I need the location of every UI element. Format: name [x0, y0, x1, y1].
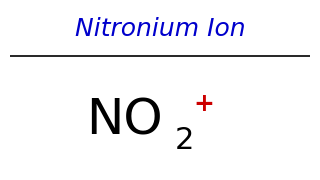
Text: +: +: [194, 92, 214, 116]
Text: 2: 2: [174, 126, 194, 155]
Text: Nitronium Ion: Nitronium Ion: [75, 17, 245, 41]
Text: NO: NO: [86, 97, 163, 145]
